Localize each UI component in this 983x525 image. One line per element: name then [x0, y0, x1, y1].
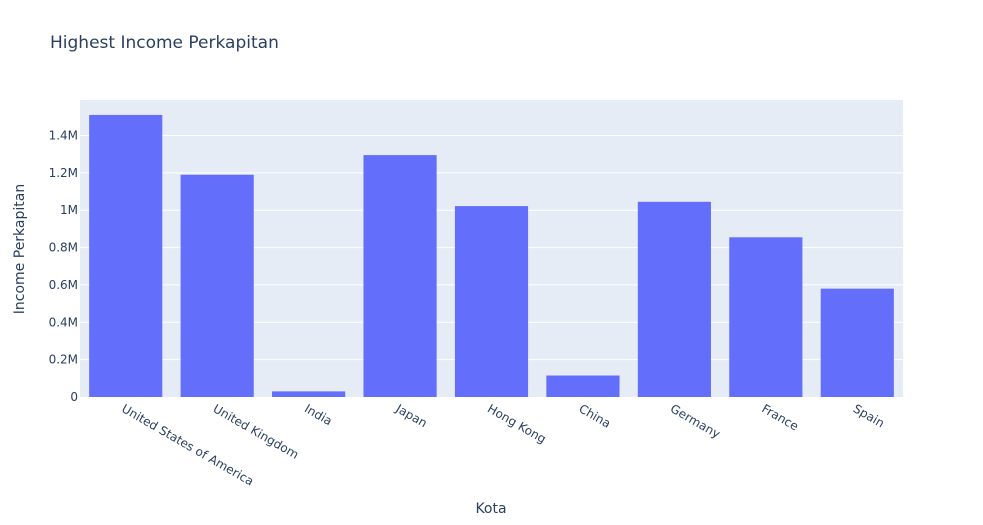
- bar[interactable]: [454, 206, 529, 397]
- y-axis-title: Income Perkapitan: [12, 184, 28, 314]
- y-tick-label: 0: [70, 390, 78, 404]
- x-tick-label: France: [759, 401, 801, 433]
- bar[interactable]: [89, 114, 163, 398]
- y-axis-ticks: 0 0.2M 0.4M 0.6M 0.8M 1M 1.2M 1.4M: [49, 128, 78, 404]
- y-tick-label: 1M: [60, 203, 78, 217]
- x-tick-label: United Kingdom: [211, 401, 301, 461]
- y-tick-label: 0.8M: [49, 241, 78, 255]
- x-tick-label: Spain: [851, 401, 887, 430]
- bar[interactable]: [272, 391, 346, 397]
- y-tick-label: 0.2M: [49, 353, 78, 367]
- bars: [89, 114, 894, 398]
- x-tick-label: India: [302, 401, 335, 428]
- y-tick-label: 0.4M: [49, 315, 78, 329]
- bar[interactable]: [820, 288, 894, 397]
- x-axis-title: Kota: [475, 501, 506, 517]
- bar[interactable]: [363, 155, 437, 397]
- chart-title: Highest Income Perkapitan: [50, 33, 279, 53]
- x-tick-label: Germany: [668, 401, 723, 441]
- x-tick-label: Hong Kong: [485, 401, 549, 446]
- x-tick-label: Japan: [393, 401, 430, 430]
- x-tick-label: China: [576, 401, 613, 430]
- y-tick-label: 1.4M: [49, 128, 78, 142]
- bar[interactable]: [546, 375, 620, 397]
- bar[interactable]: [180, 174, 254, 397]
- bar[interactable]: [729, 237, 803, 397]
- y-tick-label: 0.6M: [49, 278, 78, 292]
- y-tick-label: 1.2M: [49, 166, 78, 180]
- bar[interactable]: [637, 201, 711, 397]
